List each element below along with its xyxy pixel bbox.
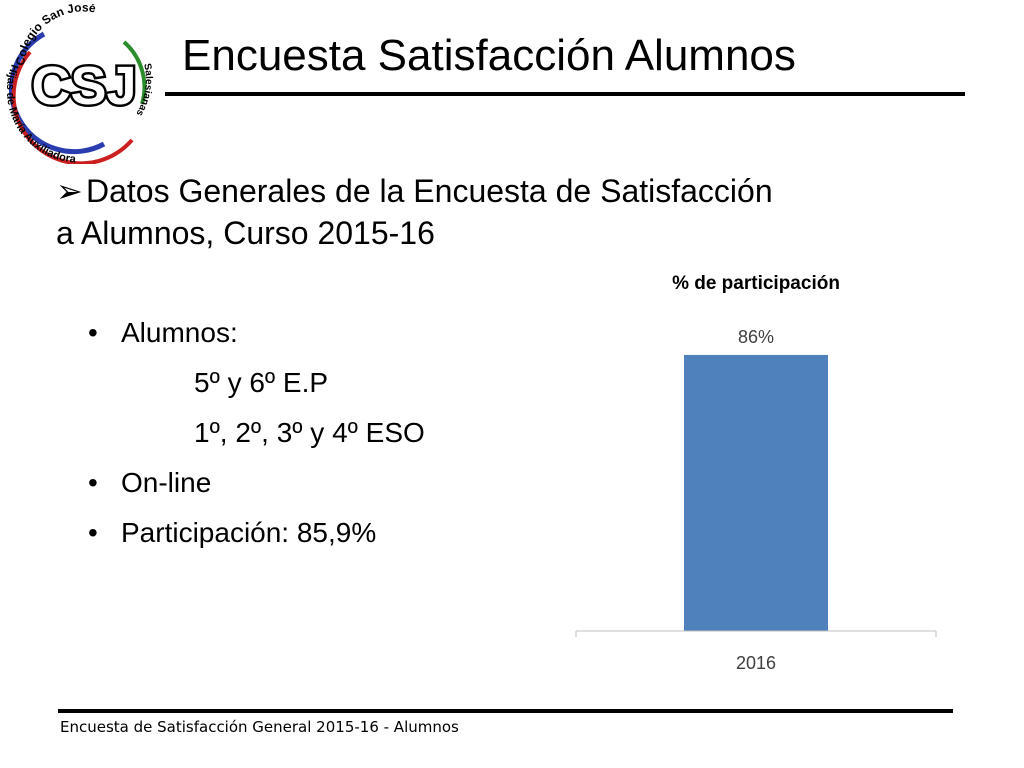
list-item: 1º, 2º, 3º y 4º ESO [194, 417, 425, 448]
arrow-bullet-icon: ➢ [56, 173, 83, 209]
heading-line-2: a Alumnos, Curso 2015-16 [56, 215, 435, 251]
list-item: Alumnos: [80, 308, 425, 358]
footer-text: Encuesta de Satisfacción General 2015-16… [60, 718, 459, 736]
chart-bar [684, 354, 828, 631]
list-item: On-line [80, 458, 425, 508]
list-item: Participación: 85,9% [80, 508, 425, 558]
data-label: 86% [738, 327, 774, 347]
bullet-list: Alumnos: 5º y 6º E.P 1º, 2º, 3º y 4º ESO… [80, 308, 425, 558]
participation-chart: % de participación 86% 2016 [575, 273, 937, 673]
title-divider [165, 92, 965, 96]
footer-divider [58, 709, 953, 713]
list-item: 5º y 6º E.P [194, 367, 329, 398]
heading-line-1: Datos Generales de la Encuesta de Satisf… [86, 173, 773, 209]
x-tick-label: 2016 [736, 653, 776, 673]
logo-monogram: CSJ [31, 56, 136, 116]
section-heading: ➢Datos Generales de la Encuesta de Satis… [56, 170, 976, 254]
school-logo: Colegio San José Hijas de María Auxiliad… [4, 4, 154, 164]
page-title: Encuesta Satisfacción Alumnos [182, 31, 796, 80]
chart-title: % de participación [672, 273, 840, 294]
